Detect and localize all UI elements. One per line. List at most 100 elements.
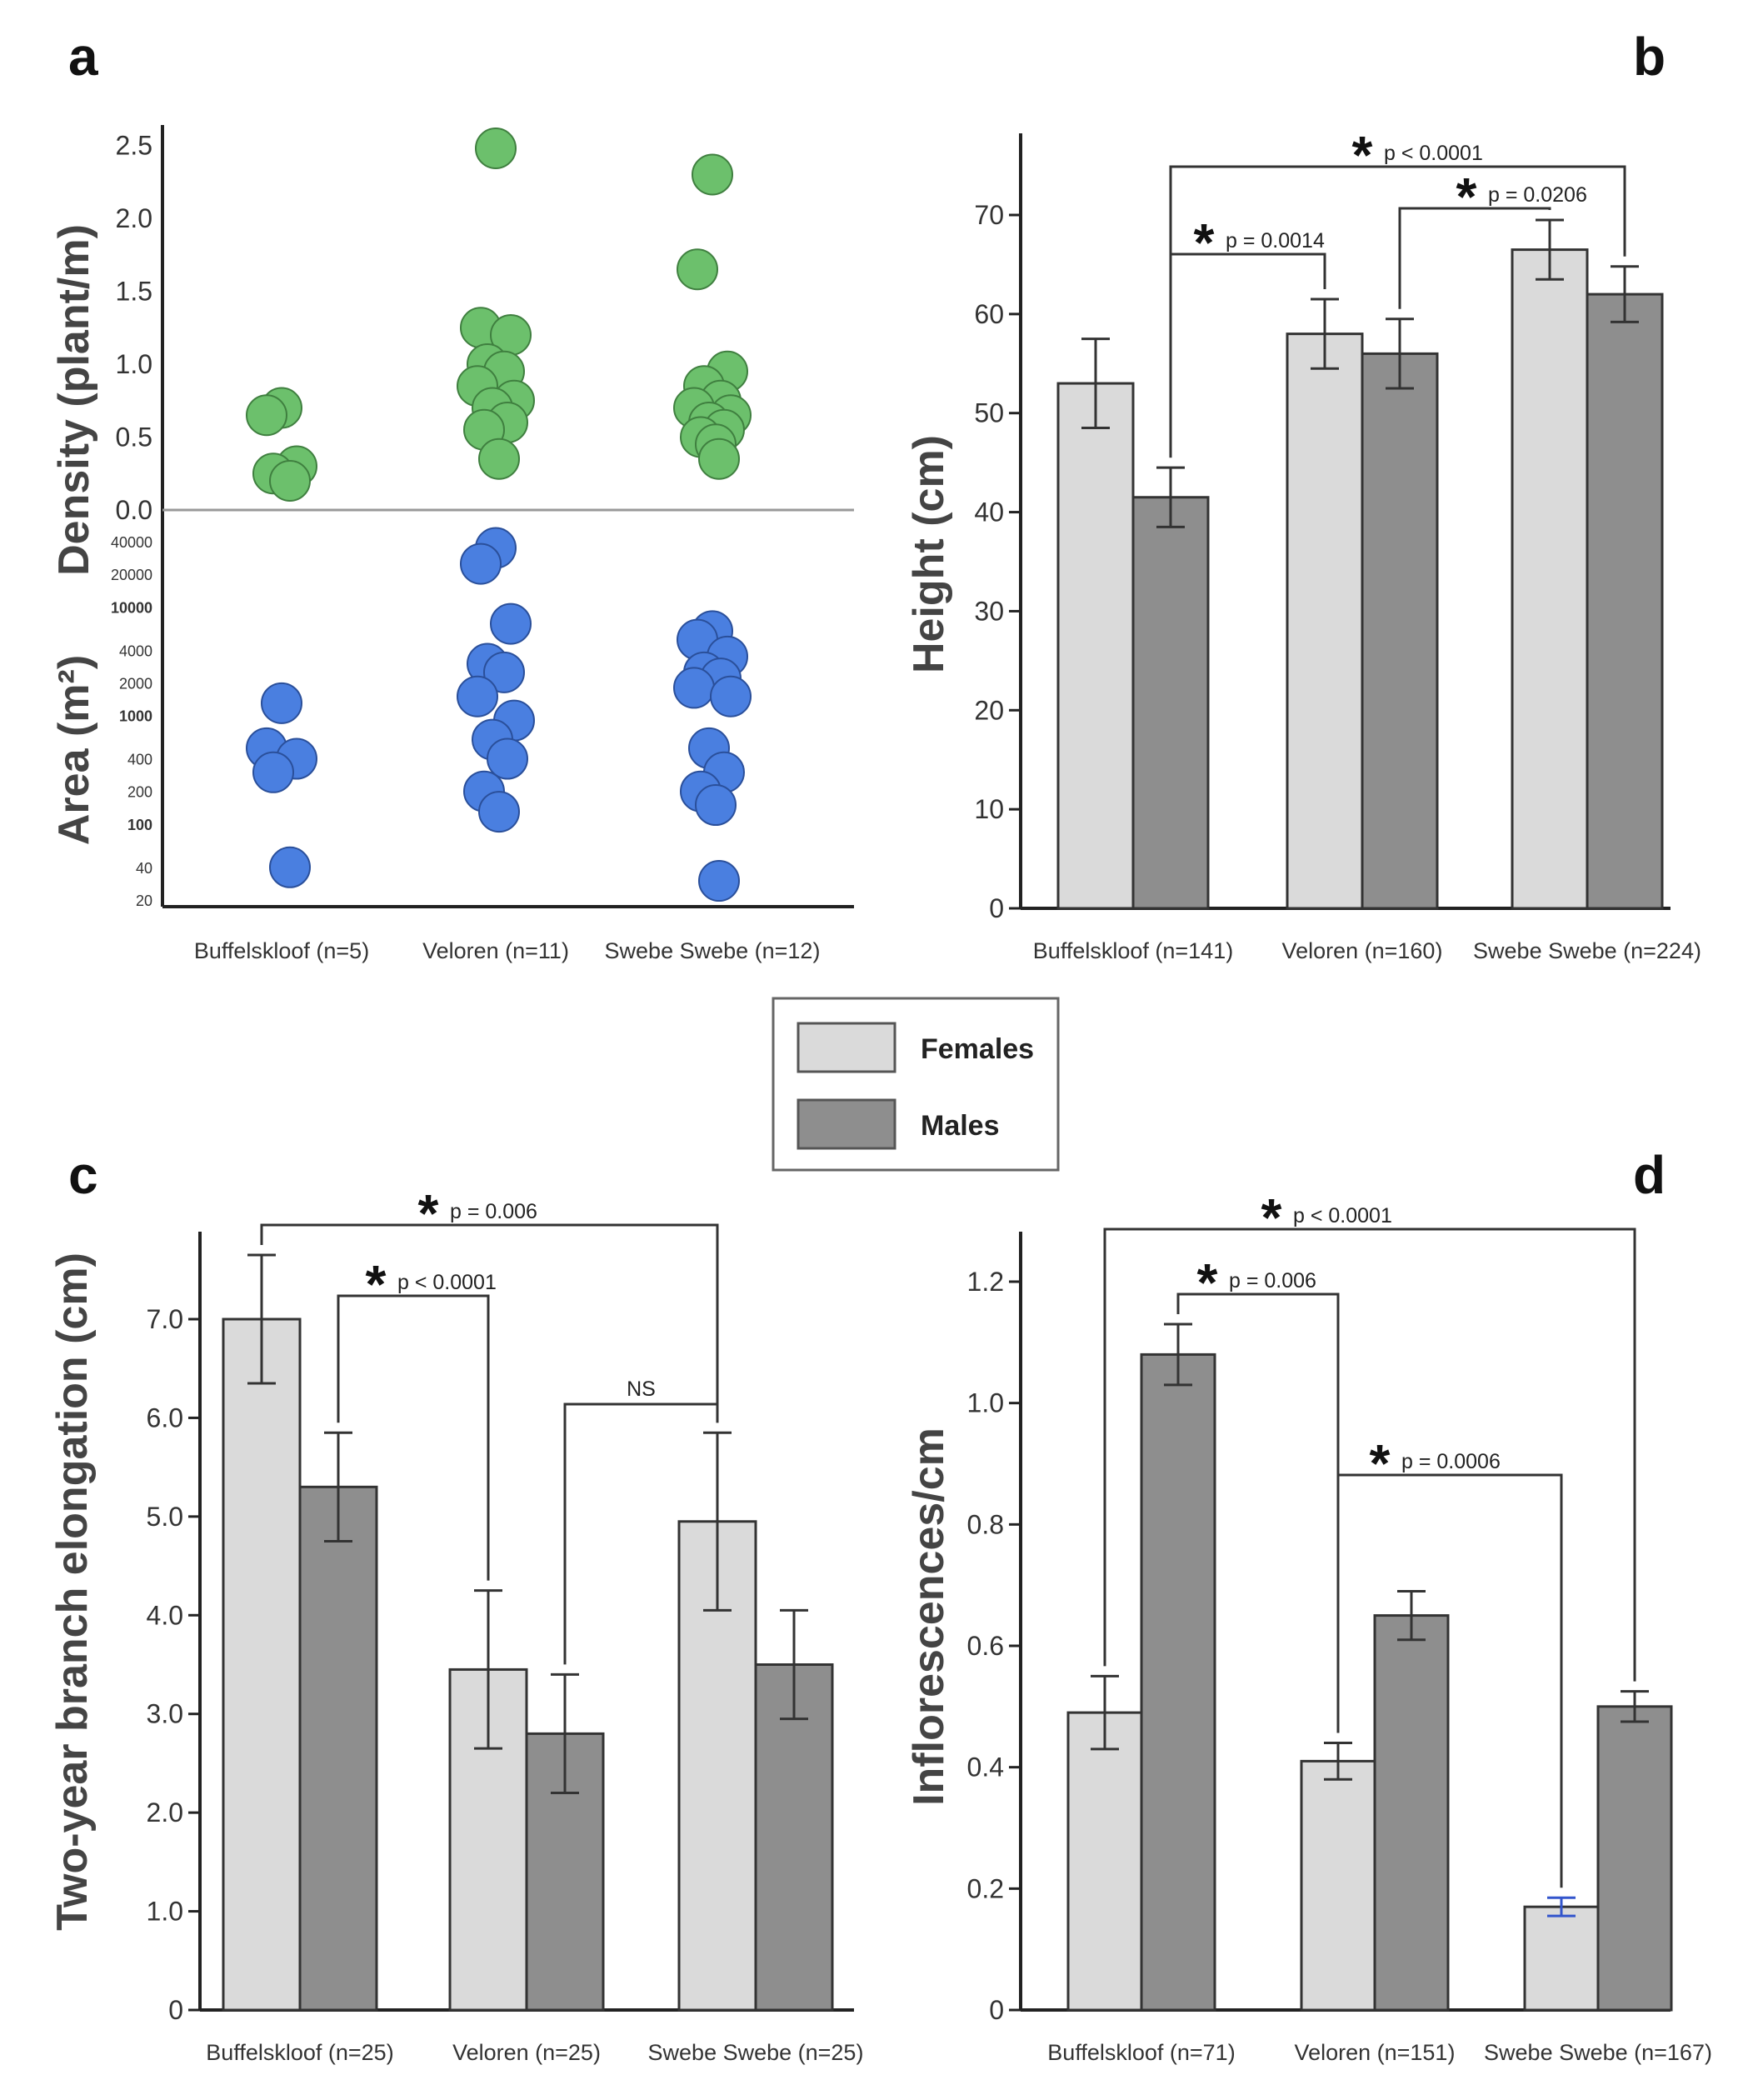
density-point: [677, 248, 718, 291]
panel-c-bar-males: [754, 1663, 834, 2012]
area-point: [695, 784, 737, 827]
panel-d-category-label: Veloren (n=151): [1295, 2040, 1456, 2065]
panel-c-y-tick-label: 0: [168, 1995, 183, 2025]
panel-c-category-label: Veloren (n=25): [452, 2040, 601, 2065]
panel-b-bar-females: [1286, 332, 1364, 910]
panel-c-comparison-label: p = 0.006: [450, 1200, 537, 1223]
panel-a: a Density (plant/m) Area (m²) 0.0 0.5 1.0 1…: [50, 27, 854, 963]
panel-a-density-tick: 1.0: [116, 349, 152, 379]
panel-d-comparison-bracket: [1336, 1473, 1563, 1888]
panel-c-y-tick-label: 6.0: [147, 1402, 183, 1432]
panel-a-area-tick: 40: [136, 860, 152, 877]
panel-c-significance-star: *: [418, 1183, 439, 1243]
panel-a-area-tick: 20000: [111, 567, 152, 583]
area-point: [252, 751, 294, 793]
panel-d-letter: d: [1633, 1145, 1666, 1205]
panel-c-comparison-label: NS: [627, 1378, 656, 1401]
panel-a-area-tick: 1000: [119, 708, 152, 725]
panel-b-category-label: Buffelskloof (n=141): [1033, 938, 1233, 963]
panel-d-y-tick-label: 0.6: [967, 1631, 1004, 1661]
panel-c-y-tick-label: 3.0: [147, 1699, 183, 1729]
density-point: [478, 438, 520, 480]
panel-b-letter: b: [1633, 27, 1666, 87]
area-point: [457, 675, 498, 718]
panel-d-comparison-label: p = 0.006: [1229, 1269, 1316, 1292]
panel-c-y-tick-label: 1.0: [147, 1897, 183, 1927]
panel-c-comparison-label: p < 0.0001: [397, 1271, 497, 1294]
panel-a-area-tick: 2000: [119, 675, 152, 692]
panel-a-category-label: Veloren (n=11): [422, 938, 569, 963]
panel-b-y-tick-label: 70: [974, 200, 1004, 230]
panel-a-area-tick: 400: [127, 752, 152, 768]
legend-label-females: Females: [921, 1033, 1034, 1065]
area-point: [490, 602, 532, 645]
panel-c-y-tick-label: 4.0: [147, 1600, 183, 1630]
panel-d-significance-star: *: [1261, 1188, 1282, 1248]
panel-b-category-label: Swebe Swebe (n=224): [1473, 938, 1701, 963]
panel-d-comparison-bracket: [1103, 1228, 1636, 1682]
panel-d-y-tick-label: 0.8: [967, 1509, 1004, 1539]
panel-c-bar-females: [222, 1318, 302, 2012]
panel-a-area-tick: 4000: [119, 642, 152, 659]
panel-d-comparison-label: p < 0.0001: [1293, 1204, 1392, 1228]
panel-d-ylabel: Inflorescences/cm: [905, 1428, 953, 1806]
panel-a-category-label: Swebe Swebe (n=12): [605, 938, 821, 963]
panel-c-comparison-bracket: [337, 1294, 490, 1581]
panel-a-density-tick: 0.0: [116, 495, 152, 525]
panel-d-y-tick-label: 1.0: [967, 1388, 1004, 1418]
panel-b-comparison-label: p = 0.0206: [1488, 183, 1587, 207]
panel-b-bar-males: [1361, 352, 1439, 910]
panel-a-letter: a: [68, 27, 98, 87]
panel-d-comparison-label: p = 0.0006: [1401, 1450, 1501, 1473]
area-point: [478, 791, 520, 833]
panel-b-comparison-bracket: [1398, 207, 1551, 309]
panel-b: b Height (cm) 0 10 20 30 40 50 60 70 Buffelskloo…: [905, 27, 1701, 963]
panel-b-comparison-label: p = 0.0014: [1226, 229, 1325, 252]
density-point: [692, 153, 733, 196]
panel-d-y-tick-label: 0: [989, 1995, 1004, 2025]
panel-b-bar-males: [1586, 292, 1664, 910]
area-point: [483, 651, 525, 693]
panel-d-category-label: Buffelskloof (n=71): [1047, 2040, 1235, 2065]
panel-c-bar-males: [298, 1485, 378, 2012]
panel-a-ylabel-density-text: Density (plant/m): [50, 224, 98, 576]
area-point: [710, 675, 752, 718]
panel-a-area-tick: 10000: [111, 599, 152, 616]
panel-b-significance-star: *: [1194, 212, 1215, 272]
panel-b-comparison-label: p < 0.0001: [1384, 142, 1483, 165]
panel-b-bar-females: [1511, 248, 1589, 910]
panel-b-y-tick-label: 10: [974, 794, 1004, 824]
panel-b-y-tick-label: 40: [974, 498, 1004, 528]
panel-b-significance-star: *: [1352, 125, 1373, 185]
panel-a-density-tick: 0.5: [116, 422, 152, 452]
panel-b-y-tick-label: 30: [974, 596, 1004, 626]
panel-b-bar-males: [1131, 496, 1210, 910]
area-point: [261, 682, 302, 724]
panel-d-bar-females: [1300, 1759, 1376, 2012]
panel-a-area-tick: 20: [136, 892, 152, 909]
panel-b-y-tick-label: 60: [974, 299, 1004, 329]
panel-a-category-label: Buffelskloof (n=5): [194, 938, 369, 963]
panel-c-letter: c: [68, 1145, 98, 1205]
panel-d-category-label: Swebe Swebe (n=167): [1484, 2040, 1712, 2065]
panel-d-significance-star: *: [1197, 1252, 1218, 1312]
panel-a-ylabel-area-text: Area (m²): [50, 655, 98, 845]
legend-swatch-males: [797, 1098, 896, 1150]
panel-b-ylabel-text: Height (cm): [905, 435, 953, 673]
legend: Females Males: [772, 997, 1060, 1172]
panel-d-ylabel-text: Inflorescences/cm: [905, 1428, 953, 1806]
panel-a-area-tick: 100: [127, 817, 152, 833]
panel-c-category-label: Buffelskloof (n=25): [206, 2040, 393, 2065]
panel-d-bar-males: [1596, 1705, 1673, 2012]
panel-b-y-tick-label: 50: [974, 398, 1004, 428]
density-point: [269, 460, 311, 502]
panel-b-bar-females: [1056, 382, 1135, 910]
panel-b-y-tick-label: 20: [974, 695, 1004, 725]
panel-c-comparison-bracket: [260, 1223, 719, 1423]
area-point: [673, 667, 715, 709]
panel-a-area-tick: 200: [127, 784, 152, 801]
panel-b-category-label: Veloren (n=160): [1282, 938, 1443, 963]
panel-c-y-tick-label: 7.0: [147, 1304, 183, 1334]
panel-c-category-label: Swebe Swebe (n=25): [648, 2040, 864, 2065]
